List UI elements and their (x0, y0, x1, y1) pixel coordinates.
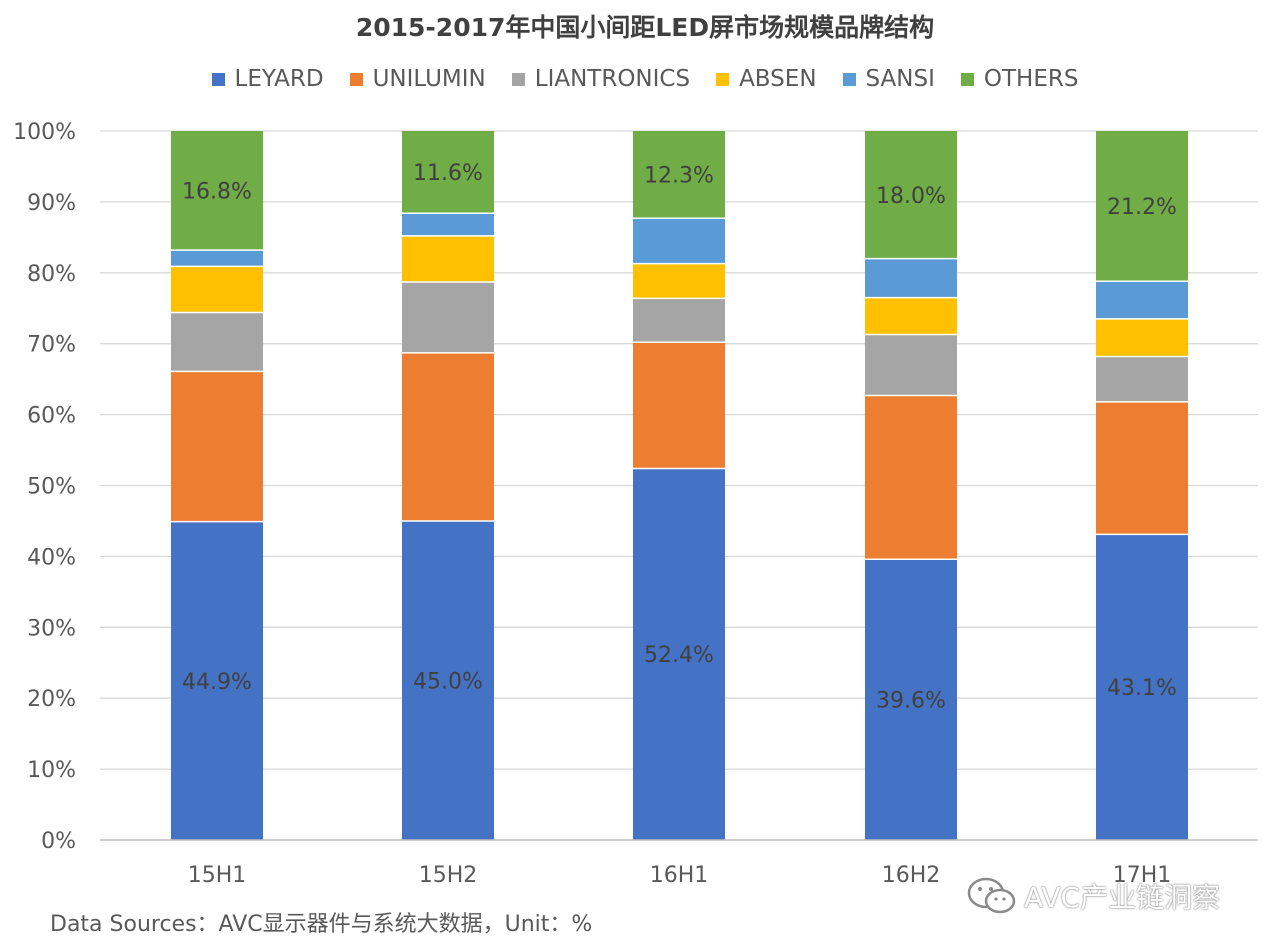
bar-segment-liantronics-15h2 (402, 282, 494, 353)
legend-label: LEYARD (234, 66, 324, 92)
bar-segment-others-17h1 (1096, 131, 1188, 282)
bar-segment-leyard-15h2 (402, 520, 494, 840)
source-note: Data Sources：AVC显示器件与系统大数据，Unit：% (50, 912, 593, 937)
x-tick-label: 16H1 (650, 863, 709, 888)
x-tick-label: 16H2 (882, 863, 941, 888)
legend-label: OTHERS (983, 66, 1079, 92)
legend-label: SANSI (865, 66, 935, 92)
y-tick-label: 90% (27, 191, 76, 216)
legend-swatch (511, 72, 525, 86)
legend-swatch (842, 72, 856, 86)
data-label-leyard-17h1: 43.1% (1107, 676, 1177, 701)
wechat-icon (967, 877, 1016, 914)
y-tick-label: 30% (27, 616, 76, 641)
legend-label: UNILUMIN (372, 66, 486, 92)
y-tick-label: 70% (27, 333, 76, 358)
bar-segment-leyard-15h1 (171, 521, 263, 840)
bar-segment-liantronics-16h2 (865, 334, 957, 396)
legend-label: ABSEN (739, 66, 817, 92)
bar-segment-sansi-15h1 (171, 250, 263, 267)
data-label-others-16h2: 18.0% (876, 184, 946, 209)
data-label-leyard-16h1: 52.4% (644, 643, 714, 668)
bar-segment-sansi-15h2 (402, 213, 494, 236)
bar-segment-absen-16h2 (865, 297, 957, 335)
bar-segment-leyard-17h1 (1096, 534, 1188, 840)
y-tick-label: 10% (27, 758, 76, 783)
y-tick-label: 80% (27, 262, 76, 287)
bar-segment-others-16h1 (633, 131, 725, 219)
y-tick-label: 20% (27, 687, 76, 712)
bar-segment-leyard-16h2 (865, 559, 957, 840)
bar-segment-unilumin-17h1 (1096, 401, 1188, 535)
bar-segment-absen-15h1 (171, 266, 263, 313)
legend-item-unilumin: UNILUMIN (349, 66, 486, 92)
data-label-others-16h1: 12.3% (644, 164, 714, 189)
bar-segment-unilumin-16h1 (633, 342, 725, 469)
data-label-others-15h1: 16.8% (182, 180, 252, 205)
bar-segment-leyard-16h1 (633, 468, 725, 840)
bar-segment-sansi-16h2 (865, 258, 957, 298)
legend-item-liantronics: LIANTRONICS (511, 66, 691, 92)
legend-swatch (960, 72, 974, 86)
bar-segment-sansi-16h1 (633, 218, 725, 264)
bar-segment-others-15h2 (402, 131, 494, 214)
data-label-others-17h1: 21.2% (1107, 195, 1177, 220)
legend-item-sansi: SANSI (842, 66, 935, 92)
data-label-leyard-16h2: 39.6% (876, 689, 946, 714)
bar-segment-sansi-17h1 (1096, 281, 1188, 319)
bar-segment-liantronics-15h1 (171, 312, 263, 372)
data-label-leyard-15h1: 44.9% (182, 670, 252, 695)
legend-swatch (716, 72, 730, 86)
y-tick-label: 60% (27, 404, 76, 429)
y-tick-label: 100% (13, 120, 76, 145)
bar-segment-liantronics-16h1 (633, 298, 725, 343)
y-tick-label: 40% (27, 545, 76, 570)
y-tick-label: 0% (41, 829, 76, 854)
chart-title: 2015-2017年中国小间距LED屏市场规模品牌结构 (355, 13, 935, 42)
chart-legend: LEYARD UNILUMIN LIANTRONICS ABSEN SANSI OTHER… (0, 66, 1280, 92)
bar-segment-absen-16h1 (633, 263, 725, 299)
bar-segment-liantronics-17h1 (1096, 356, 1188, 402)
bar-segment-others-16h2 (865, 131, 957, 259)
bar-segment-unilumin-16h2 (865, 395, 957, 560)
x-tick-label: 15H2 (419, 863, 478, 888)
watermark: AVC产业链洞察 (966, 876, 1220, 916)
watermark-text: AVC产业链洞察 (1024, 881, 1221, 914)
bar-segment-others-15h1 (171, 131, 263, 251)
bar-segment-unilumin-15h1 (171, 371, 263, 522)
data-label-leyard-15h2: 45.0% (413, 669, 483, 694)
bar-segment-unilumin-15h2 (402, 352, 494, 521)
legend-label: LIANTRONICS (534, 66, 691, 92)
bar-segment-absen-15h2 (402, 235, 494, 283)
legend-swatch (211, 72, 225, 86)
y-tick-label: 50% (27, 475, 76, 500)
legend-item-leyard: LEYARD (211, 66, 324, 92)
legend-item-absen: ABSEN (716, 66, 817, 92)
data-label-others-15h2: 11.6% (413, 161, 483, 186)
x-tick-label: 15H1 (188, 863, 247, 888)
legend-swatch (349, 72, 363, 86)
legend-item-others: OTHERS (960, 66, 1079, 92)
bar-segment-absen-17h1 (1096, 318, 1188, 357)
x-tick-label: 17H1 (1113, 863, 1172, 888)
